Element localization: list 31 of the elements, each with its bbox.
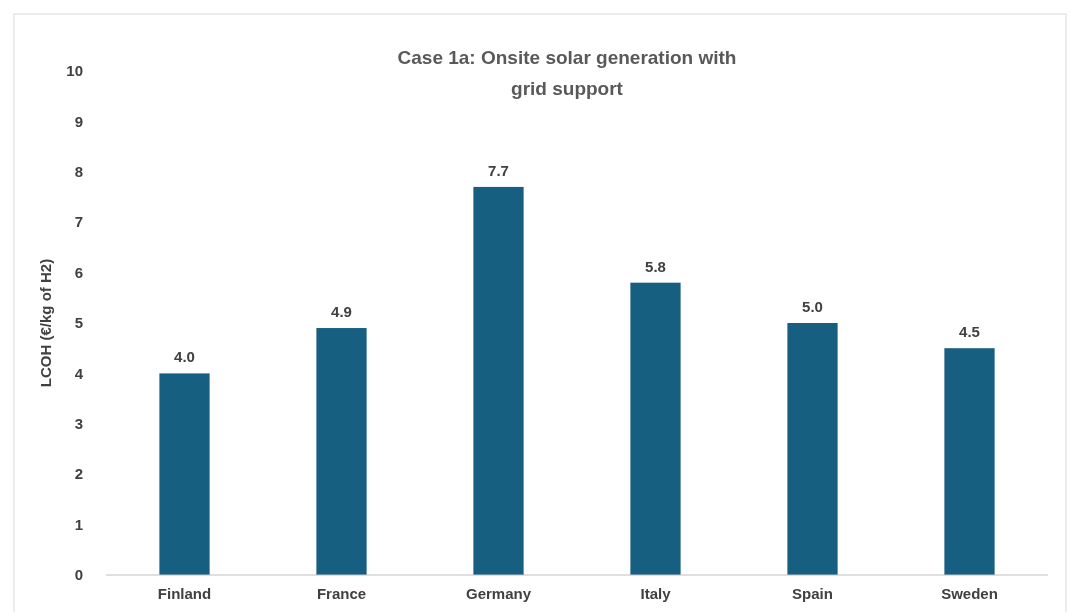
bar: [159, 373, 210, 575]
bar: [630, 282, 681, 575]
bar: [473, 186, 524, 575]
y-tick-label: 9: [74, 112, 83, 130]
y-tick-label: 7: [74, 213, 83, 231]
x-tick-label: Sweden: [941, 585, 998, 602]
bar: [316, 328, 367, 575]
bar: [787, 323, 838, 575]
chart-title: Case 1a: Onsite solar generation with grid support: [397, 47, 737, 99]
data-label: 4.5: [959, 323, 980, 341]
y-tick-label: 6: [74, 263, 83, 281]
data-label: 5.8: [645, 257, 666, 275]
y-tick-label: 3: [74, 415, 83, 433]
data-label: 7.7: [488, 161, 509, 179]
data-label: 4.0: [174, 348, 195, 366]
data-label: 5.0: [802, 298, 823, 315]
x-tick-label: Finland: [157, 585, 212, 602]
data-label: 4.9: [331, 303, 352, 321]
y-tick-label: 10: [66, 62, 83, 80]
y-tick-label: 4: [74, 364, 84, 382]
x-tick-label: Italy: [640, 585, 672, 602]
y-tick-label: 8: [74, 163, 83, 181]
x-tick-label: Germany: [465, 585, 532, 602]
y-tick-label: 1: [74, 515, 83, 533]
bar: [944, 348, 995, 575]
x-tick-label: France: [316, 585, 367, 602]
y-axis-title: LCOH (€/kg of H2): [37, 258, 54, 388]
y-tick-label: 5: [74, 314, 83, 332]
y-tick-label: 2: [74, 465, 83, 483]
x-tick-label: Spain: [792, 585, 833, 602]
y-tick-label: 0: [74, 566, 83, 584]
